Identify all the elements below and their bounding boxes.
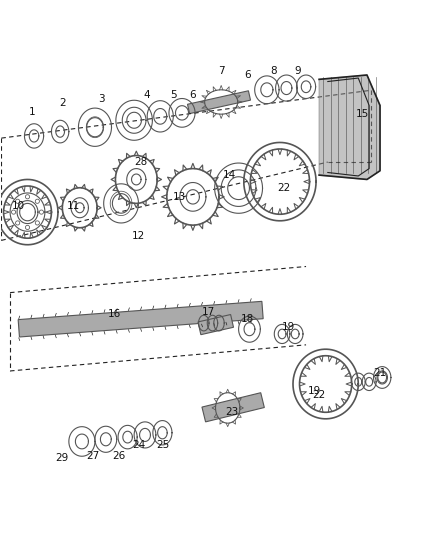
Text: 22: 22: [312, 390, 326, 400]
Text: 24: 24: [132, 440, 145, 450]
Polygon shape: [198, 314, 233, 335]
Text: 6: 6: [190, 90, 196, 100]
Text: 19: 19: [308, 385, 321, 395]
Text: 7: 7: [218, 66, 225, 76]
Text: 25: 25: [156, 440, 169, 450]
Polygon shape: [18, 301, 263, 337]
Text: 23: 23: [226, 407, 239, 417]
Text: 21: 21: [374, 368, 387, 378]
Text: 12: 12: [132, 231, 145, 241]
Text: 17: 17: [201, 307, 215, 317]
Text: 19: 19: [282, 322, 295, 333]
Text: 15: 15: [356, 109, 369, 119]
Polygon shape: [319, 75, 380, 180]
Polygon shape: [202, 393, 264, 422]
Text: 8: 8: [270, 66, 277, 76]
Text: 9: 9: [294, 66, 300, 76]
Text: 4: 4: [144, 90, 151, 100]
Text: 14: 14: [223, 170, 237, 180]
Text: 27: 27: [86, 451, 99, 461]
Text: 16: 16: [108, 309, 121, 319]
Text: 29: 29: [56, 453, 69, 463]
Text: 6: 6: [244, 70, 251, 80]
Text: 3: 3: [98, 94, 105, 104]
Text: 10: 10: [12, 200, 25, 211]
Text: 1: 1: [28, 107, 35, 117]
Text: 13: 13: [173, 192, 187, 202]
Text: 22: 22: [278, 183, 291, 193]
Text: 2: 2: [59, 98, 66, 108]
Text: 18: 18: [240, 314, 254, 324]
Polygon shape: [187, 91, 251, 114]
Text: 11: 11: [67, 200, 80, 211]
Text: 26: 26: [112, 451, 126, 461]
Text: 5: 5: [170, 90, 177, 100]
Text: 28: 28: [134, 157, 147, 167]
